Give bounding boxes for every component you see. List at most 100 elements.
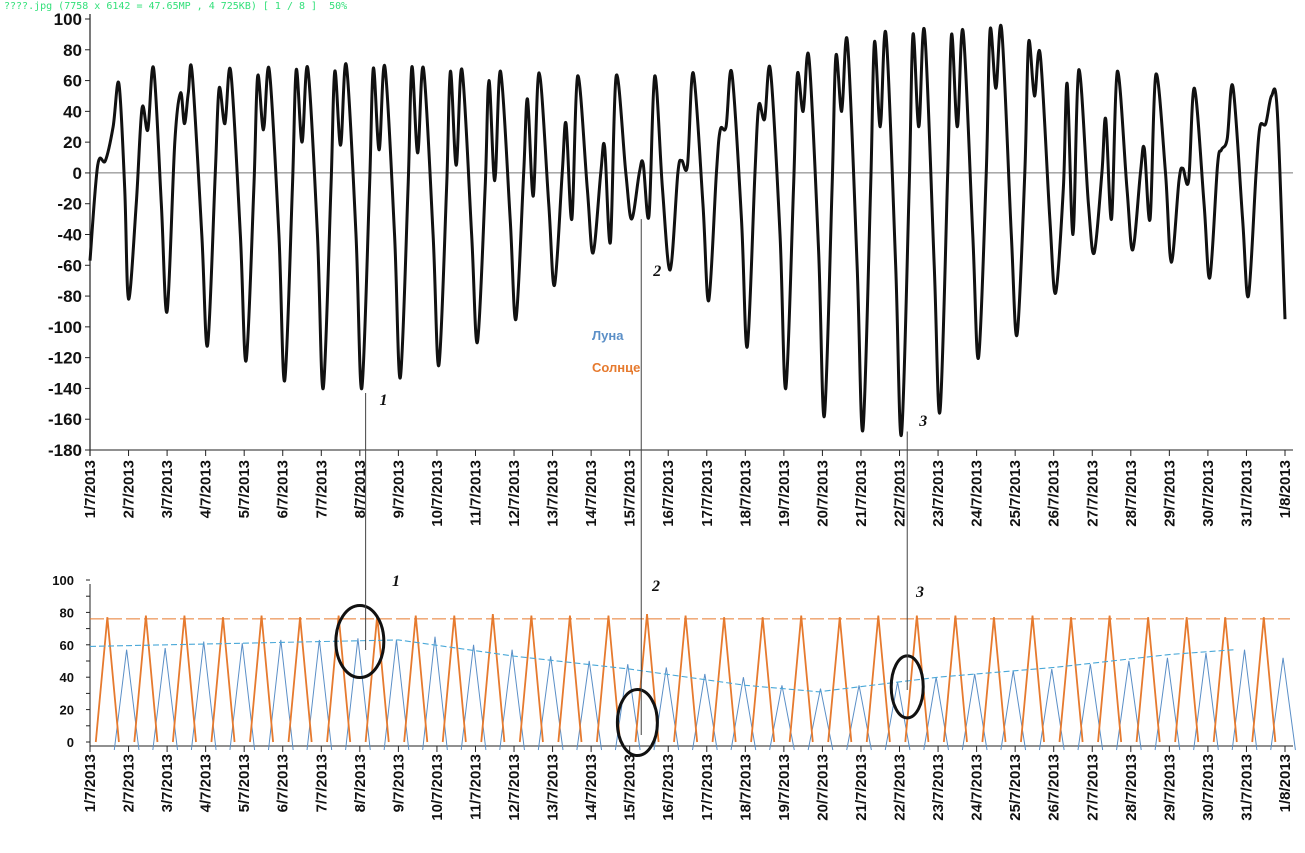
bottom-x-tick-label: 8/7/2013 [352, 754, 369, 812]
sun-spike [1020, 615, 1045, 743]
annotation-circle [615, 688, 659, 758]
bottom-x-tick-label: 10/7/2013 [429, 754, 446, 821]
moon-spike [422, 636, 448, 751]
sun-spike [1097, 615, 1123, 743]
moon-spike [537, 656, 564, 751]
sun-spike [788, 615, 814, 743]
top-y-tick-label: -80 [57, 287, 82, 306]
top-y-tick-label: 0 [73, 164, 82, 183]
top-x-tick-label: 19/7/2013 [776, 460, 793, 527]
sun-spike [403, 615, 429, 743]
sun-spike [557, 615, 583, 743]
bottom-y-tick-label: 40 [60, 670, 74, 685]
top-x-tick-label: 11/7/2013 [467, 460, 484, 526]
bottom-x-tick-label: 11/7/2013 [467, 754, 484, 820]
top-chart: 100 80 60 40 20 0 -20 -40 -60 -80 -100 -120 -140 -160… [48, 10, 1294, 527]
top-x-tick-label: 6/7/2013 [275, 460, 292, 518]
bottom-x-tick-label: 14/7/2013 [583, 754, 600, 821]
sun-spike [326, 615, 352, 743]
bottom-y-tick-label: 0 [67, 735, 74, 750]
bottom-x-tick-label: 24/7/2013 [969, 754, 986, 821]
sun-spike [1135, 617, 1161, 743]
top-x-tick-label: 26/7/2013 [1046, 460, 1063, 527]
moon-spike [113, 649, 140, 751]
bottom-x-tick-label: 5/7/2013 [236, 754, 253, 812]
moon-spike [1116, 660, 1142, 751]
bottom-x-tick-label: 13/7/2013 [545, 754, 562, 821]
bottom-annotation-label: 3 [915, 584, 924, 601]
bottom-x-tick-label: 18/7/2013 [737, 754, 754, 821]
top-annotation-label: 3 [918, 413, 927, 430]
moon-spike [306, 639, 333, 751]
bottom-x-tick-label: 28/7/2013 [1123, 754, 1140, 821]
legend-entry: Солнце [592, 360, 640, 375]
top-x-tick-label: 17/7/2013 [699, 460, 716, 527]
top-x-tick-label: 25/7/2013 [1007, 460, 1024, 527]
top-x-tick-label: 12/7/2013 [506, 460, 523, 527]
top-y-tick-label: -60 [57, 256, 82, 275]
top-x-tick-label: 31/7/2013 [1238, 460, 1255, 527]
sun-spike [518, 615, 544, 743]
annotation-circle [334, 604, 386, 680]
bottom-x-tick-label: 7/7/2013 [313, 754, 330, 812]
top-x-tick-label: 14/7/2013 [583, 460, 600, 527]
bottom-x-tick-label: 27/7/2013 [1084, 754, 1101, 821]
top-x-tick-label: 1/7/2013 [82, 460, 99, 518]
bottom-x-tick-label: 1/7/2013 [82, 754, 99, 812]
sun-spike [480, 613, 506, 743]
top-x-tick-label: 27/7/2013 [1084, 460, 1101, 527]
top-x-tick-label: 21/7/2013 [853, 460, 870, 527]
moon-spike [499, 649, 525, 751]
top-x-tick-label: 18/7/2013 [737, 460, 754, 527]
moon-spike [152, 647, 179, 751]
top-x-tick-label: 20/7/2013 [814, 460, 831, 527]
sun-spike [287, 617, 313, 743]
moon-spike [1270, 657, 1296, 751]
top-x-tick-label: 13/7/2013 [545, 460, 562, 527]
sun-spike [865, 615, 891, 743]
sun-spike [711, 617, 737, 743]
top-x-tick-label: 24/7/2013 [969, 460, 986, 527]
bottom-y-tick-label: 60 [60, 638, 74, 653]
sun-spike [1212, 617, 1238, 743]
sun-spike [981, 617, 1007, 743]
moon-spike [730, 677, 757, 751]
bottom-y-tick-label: 100 [52, 573, 74, 588]
top-x-tick-label: 3/7/2013 [159, 460, 176, 518]
top-y-tick-label: 100 [54, 10, 82, 29]
moon-spike [229, 643, 256, 751]
annotation-connectors [365, 219, 908, 735]
moon-spike [1193, 652, 1219, 751]
moon-spike [1038, 669, 1065, 751]
top-x-tick-label: 22/7/2013 [892, 460, 909, 527]
bottom-x-tick-label: 17/7/2013 [699, 754, 716, 821]
sun-spike [171, 615, 197, 743]
top-y-tick-label: -120 [48, 349, 82, 368]
top-x-tick-label: 29/7/2013 [1161, 460, 1178, 527]
top-x-tick-label: 7/7/2013 [313, 460, 330, 518]
sun-spike [673, 615, 699, 743]
top-y-tick-label: 20 [63, 133, 82, 152]
bottom-x-tick-label: 1/8/2013 [1277, 754, 1294, 812]
sun-spike [441, 615, 467, 743]
bottom-y-tick-label: 20 [60, 703, 74, 718]
bottom-chart: 100 80 60 40 20 0 1/7/2013 2/7/2013 3/7/2013 4/7/… [52, 573, 1296, 821]
moon-spike [345, 638, 371, 751]
bottom-x-tick-label: 22/7/2013 [892, 754, 909, 821]
bottom-x-tick-label: 2/7/2013 [121, 754, 138, 812]
moon-trend-line [89, 639, 1235, 693]
bottom-x-tick-label: 20/7/2013 [814, 754, 831, 821]
bottom-x-tick-label: 30/7/2013 [1200, 754, 1217, 821]
moon-spike [961, 673, 988, 751]
moon-spike [576, 660, 603, 751]
moon-spike [190, 641, 217, 751]
top-y-tick-label: -100 [48, 318, 82, 337]
bottom-x-tick-label: 4/7/2013 [198, 754, 215, 812]
top-y-tick-label: 40 [63, 102, 82, 121]
sun-spike [750, 617, 776, 743]
bottom-x-tick-label: 23/7/2013 [930, 754, 947, 821]
moon-spike [1154, 657, 1181, 751]
bottom-x-tick-label: 29/7/2013 [1161, 754, 1178, 821]
moon-spike [614, 664, 641, 751]
top-x-tick-label: 15/7/2013 [622, 460, 639, 527]
